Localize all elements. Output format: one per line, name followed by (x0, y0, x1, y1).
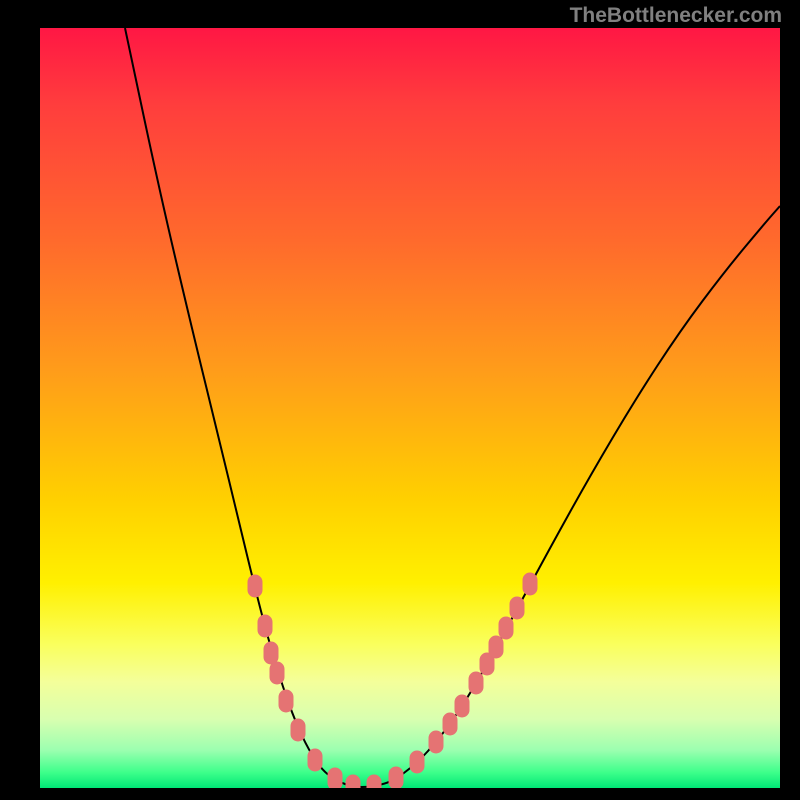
marker (258, 615, 272, 637)
curve-overlay (40, 28, 780, 788)
plot-area (40, 28, 780, 788)
marker (469, 672, 483, 694)
curve-right-branch (400, 206, 780, 776)
marker (499, 617, 513, 639)
marker-group (248, 573, 537, 788)
watermark-text: TheBottlenecker.com (570, 4, 782, 28)
marker (523, 573, 537, 595)
marker (248, 575, 262, 597)
marker (308, 749, 322, 771)
marker (346, 775, 360, 788)
marker (443, 713, 457, 735)
marker (367, 775, 381, 788)
marker (489, 636, 503, 658)
marker (510, 597, 524, 619)
marker (429, 731, 443, 753)
curve-left-branch (125, 28, 400, 787)
marker (389, 767, 403, 788)
marker (291, 719, 305, 741)
marker (328, 768, 342, 788)
marker (455, 695, 469, 717)
marker (410, 751, 424, 773)
marker (270, 662, 284, 684)
marker (264, 642, 278, 664)
marker (279, 690, 293, 712)
